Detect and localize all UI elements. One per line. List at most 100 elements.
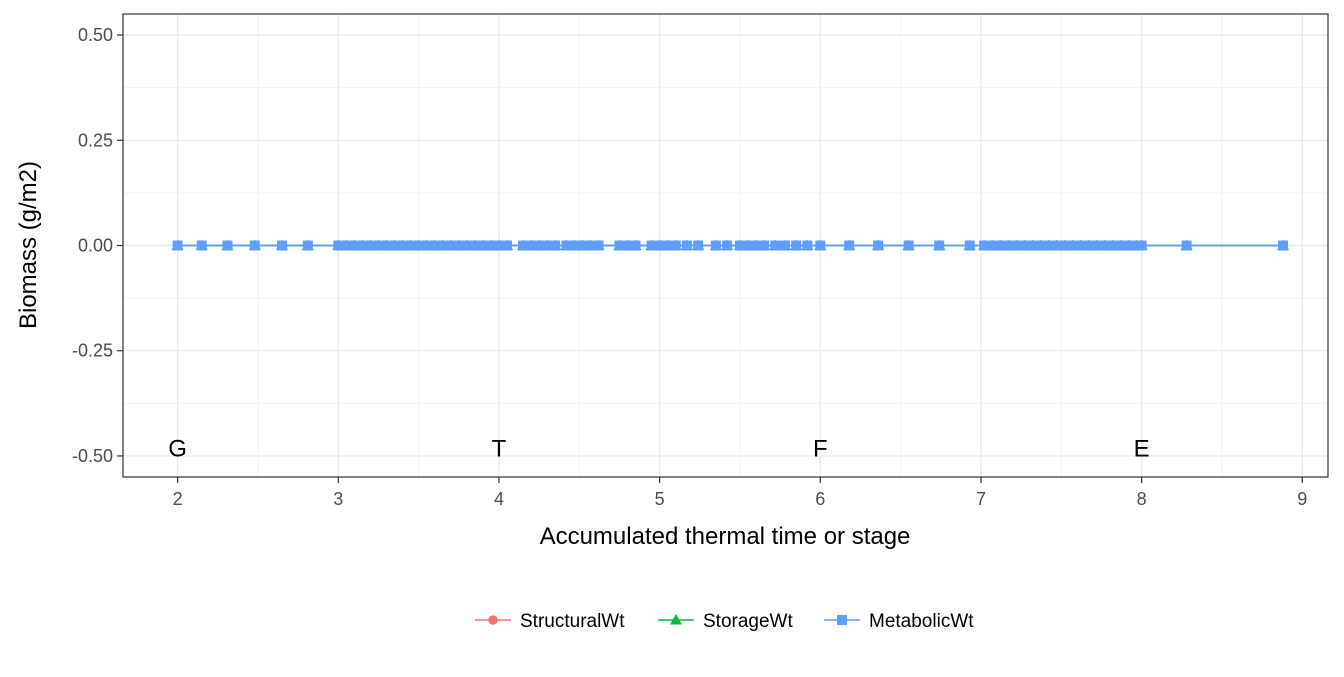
data-point-MetabolicWt: [779, 240, 790, 251]
data-point-MetabolicWt: [585, 240, 596, 251]
x-tick-label: 2: [173, 489, 183, 509]
data-point-MetabolicWt: [1136, 240, 1147, 251]
data-point-MetabolicWt: [903, 240, 914, 251]
data-point-MetabolicWt: [526, 240, 537, 251]
data-point-MetabolicWt: [349, 240, 360, 251]
data-point-MetabolicWt: [1075, 240, 1086, 251]
data-point-MetabolicWt: [518, 240, 529, 251]
data-point-MetabolicWt: [302, 240, 313, 251]
stage-label: T: [492, 436, 507, 463]
data-point-MetabolicWt: [770, 240, 781, 251]
data-point-MetabolicWt: [995, 240, 1006, 251]
data-point-MetabolicWt: [413, 240, 424, 251]
x-tick-label: 9: [1297, 489, 1307, 509]
data-point-MetabolicWt: [934, 240, 945, 251]
data-point-MetabolicWt: [341, 240, 352, 251]
data-point-MetabolicWt: [670, 240, 681, 251]
data-point-MetabolicWt: [1115, 240, 1126, 251]
data-point-MetabolicWt: [1027, 240, 1038, 251]
data-point-MetabolicWt: [1099, 240, 1110, 251]
data-point-MetabolicWt: [437, 240, 448, 251]
data-point-MetabolicWt: [389, 240, 400, 251]
legend-key-marker: [837, 615, 847, 625]
data-point-MetabolicWt: [630, 240, 641, 251]
data-point-MetabolicWt: [365, 240, 376, 251]
data-point-MetabolicWt: [1107, 240, 1118, 251]
data-point-MetabolicWt: [791, 240, 802, 251]
data-point-MetabolicWt: [405, 240, 416, 251]
data-point-MetabolicWt: [873, 240, 884, 251]
data-point-MetabolicWt: [964, 240, 975, 251]
y-axis-title: Biomass (g/m2): [15, 161, 42, 329]
data-point-MetabolicWt: [1011, 240, 1022, 251]
data-point-MetabolicWt: [1278, 240, 1289, 251]
x-tick-label: 4: [494, 489, 504, 509]
data-point-MetabolicWt: [622, 240, 633, 251]
x-axis-title: Accumulated thermal time or stage: [540, 523, 911, 550]
data-point-MetabolicWt: [561, 240, 572, 251]
data-point-MetabolicWt: [550, 240, 561, 251]
data-point-MetabolicWt: [333, 240, 344, 251]
data-point-MetabolicWt: [646, 240, 657, 251]
data-point-MetabolicWt: [759, 240, 770, 251]
x-tick-label: 8: [1137, 489, 1147, 509]
data-point-MetabolicWt: [654, 240, 665, 251]
data-point-MetabolicWt: [461, 240, 472, 251]
data-point-MetabolicWt: [249, 240, 260, 251]
data-point-MetabolicWt: [681, 240, 692, 251]
data-point-MetabolicWt: [751, 240, 762, 251]
x-tick-label: 5: [655, 489, 665, 509]
data-point-MetabolicWt: [1091, 240, 1102, 251]
legend-label: StructuralWt: [520, 611, 625, 632]
data-point-MetabolicWt: [1043, 240, 1054, 251]
data-point-MetabolicWt: [1059, 240, 1070, 251]
x-tick-label: 7: [976, 489, 986, 509]
y-tick-label: -0.25: [72, 341, 113, 361]
data-point-MetabolicWt: [493, 240, 504, 251]
data-point-MetabolicWt: [1003, 240, 1014, 251]
data-point-MetabolicWt: [453, 240, 464, 251]
stage-label: F: [813, 436, 828, 463]
data-point-MetabolicWt: [196, 240, 207, 251]
stage-label: G: [168, 436, 187, 463]
data-point-MetabolicWt: [357, 240, 368, 251]
data-point-MetabolicWt: [421, 240, 432, 251]
data-point-MetabolicWt: [381, 240, 392, 251]
legend-key-marker: [670, 614, 682, 625]
data-point-MetabolicWt: [1067, 240, 1078, 251]
data-point-MetabolicWt: [734, 240, 745, 251]
data-point-MetabolicWt: [542, 240, 553, 251]
data-point-MetabolicWt: [1051, 240, 1062, 251]
data-point-MetabolicWt: [222, 240, 233, 251]
stage-label: E: [1134, 436, 1150, 463]
y-tick-label: 0.25: [78, 130, 113, 150]
data-point-MetabolicWt: [172, 240, 183, 251]
data-point-MetabolicWt: [485, 240, 496, 251]
x-tick-label: 6: [815, 489, 825, 509]
y-tick-label: 0.50: [78, 25, 113, 45]
data-point-MetabolicWt: [614, 240, 625, 251]
data-point-MetabolicWt: [569, 240, 580, 251]
data-point-MetabolicWt: [397, 240, 408, 251]
data-point-MetabolicWt: [802, 240, 813, 251]
data-point-MetabolicWt: [373, 240, 384, 251]
data-point-MetabolicWt: [722, 240, 733, 251]
data-point-MetabolicWt: [710, 240, 721, 251]
data-point-MetabolicWt: [693, 240, 704, 251]
axis-layer: 2 3 4 5 6 7 8 9 -0.50 -0.25 0.00 0.25 0.50: [72, 25, 1307, 509]
data-point-MetabolicWt: [844, 240, 855, 251]
legend-key-marker: [488, 615, 498, 625]
data-point-MetabolicWt: [662, 240, 673, 251]
data-point-MetabolicWt: [534, 240, 545, 251]
data-point-MetabolicWt: [277, 240, 288, 251]
data-point-MetabolicWt: [477, 240, 488, 251]
data-point-MetabolicWt: [429, 240, 440, 251]
y-tick-label: -0.50: [72, 446, 113, 466]
data-point-MetabolicWt: [742, 240, 753, 251]
x-tick-label: 3: [333, 489, 343, 509]
y-tick-label: 0.00: [78, 236, 113, 256]
series-layer: [171, 239, 1290, 251]
